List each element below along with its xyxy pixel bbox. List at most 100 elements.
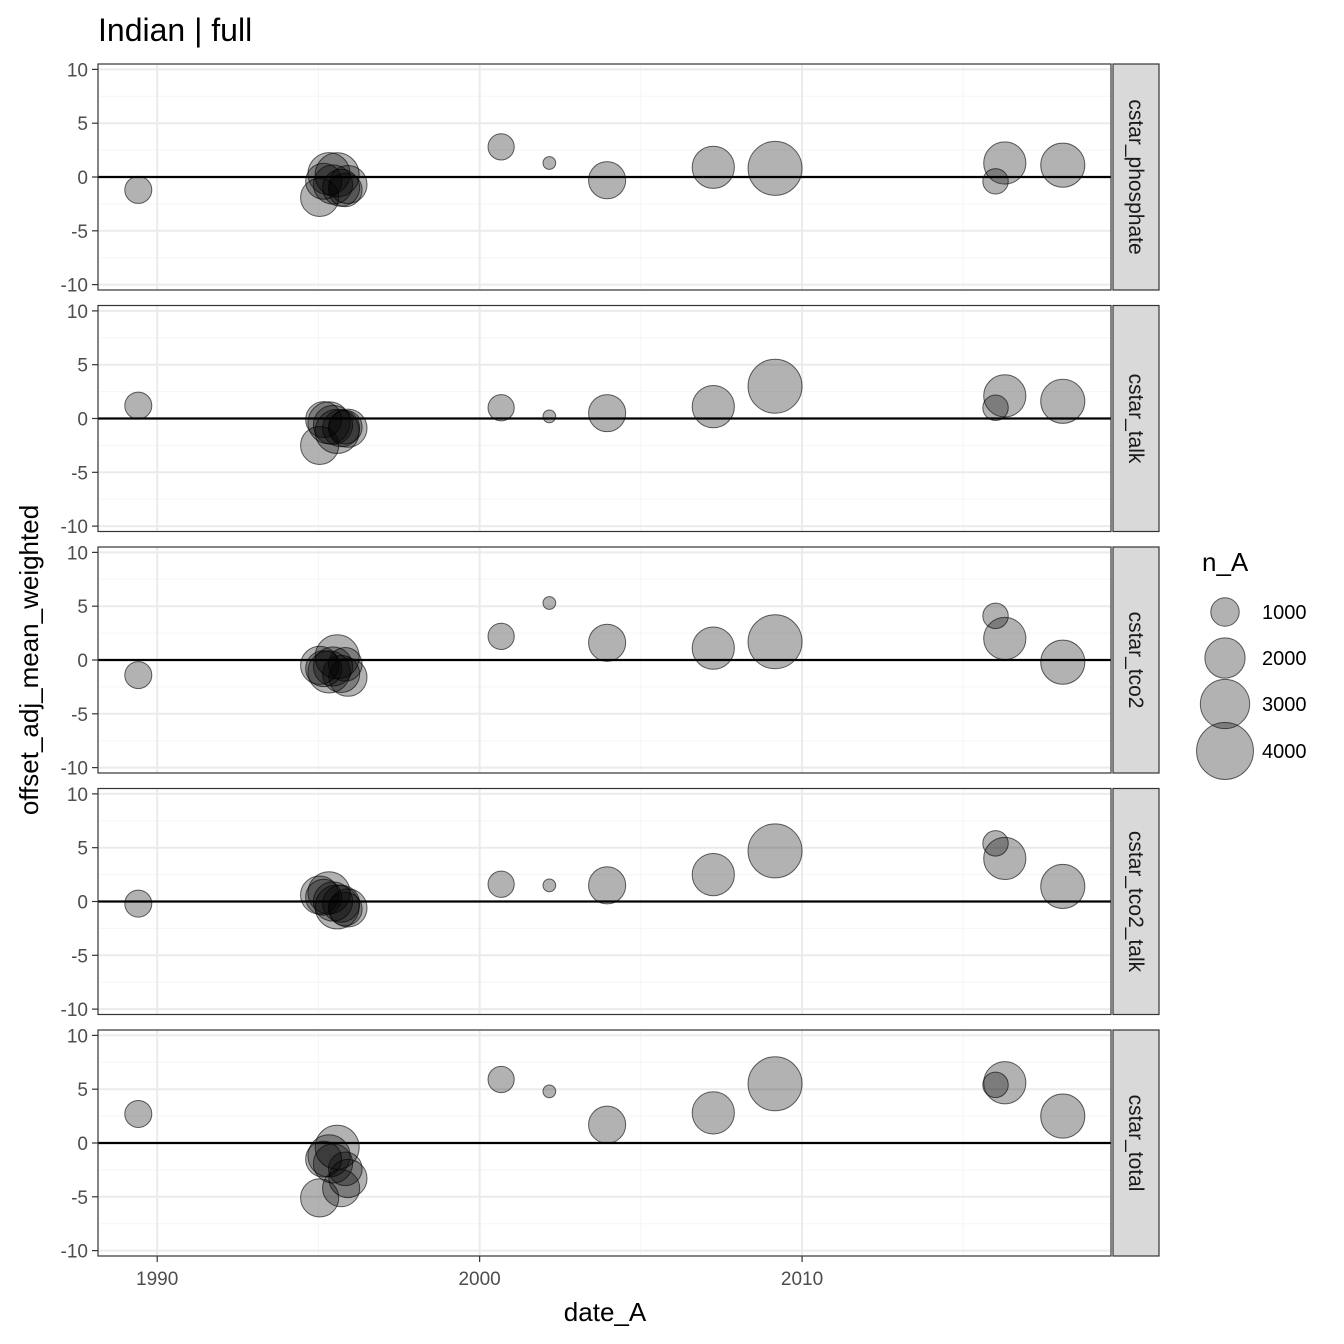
data-point	[328, 657, 368, 697]
data-point	[1040, 863, 1086, 909]
y-tick-label: -5	[71, 463, 88, 484]
data-point	[487, 622, 515, 650]
y-tick-label: -10	[61, 1242, 88, 1263]
panel-cstar_total: 10 5 0 -5 -10 cstar_total	[61, 1026, 1160, 1263]
data-point	[328, 164, 368, 205]
data-point	[588, 866, 627, 905]
y-tick-label: -5	[71, 946, 88, 967]
data-point	[327, 172, 363, 208]
facet-strip-label: cstar_total	[1124, 1095, 1147, 1192]
data-point	[983, 1061, 1027, 1105]
legend-title: n_A	[1202, 547, 1249, 577]
facet-strip	[1112, 787, 1160, 1016]
y-tick-label: 5	[77, 356, 88, 377]
data-point	[747, 614, 803, 670]
y-tick-label: 5	[77, 1080, 88, 1101]
y-tick-label: 5	[77, 114, 88, 135]
legend-key	[1196, 722, 1254, 780]
data-point	[983, 374, 1027, 418]
data-point	[588, 1105, 627, 1144]
x-tick-label: 2000	[458, 1269, 500, 1290]
legend-key	[1199, 678, 1251, 730]
legend-label: 1000	[1262, 602, 1307, 624]
x-axis-title: date_A	[564, 1297, 647, 1327]
data-point	[982, 602, 1009, 630]
y-tick-label: -10	[61, 276, 88, 297]
y-tick-label: -5	[71, 705, 88, 726]
y-tick-label: -5	[71, 1188, 88, 1209]
data-point	[691, 852, 735, 897]
data-point	[542, 156, 557, 170]
facet-strip	[1112, 546, 1160, 774]
data-point	[982, 394, 1009, 421]
data-point	[124, 175, 153, 204]
facet-strip-label: cstar_tco2	[1124, 612, 1147, 709]
data-point	[747, 823, 803, 879]
data-point	[983, 141, 1027, 185]
y-tick-label: 0	[77, 893, 88, 914]
data-point	[691, 385, 735, 429]
panel-cstar_phosphate: 10 5 0 -5 -10 cstar_phosphate	[61, 60, 1160, 297]
y-tick-label: -10	[61, 1000, 88, 1021]
panels: 10 5 0 -5 -10 cstar_phosphate 10 5 0 -5 -10 cstar_t…	[61, 60, 1160, 1263]
data-point	[542, 878, 557, 893]
y-tick-label: 10	[67, 302, 88, 323]
data-point	[124, 889, 153, 918]
legend: n_A 1000 2000 3000 4000	[1196, 547, 1307, 780]
panel-cstar_tco2: 10 5 0 -5 -10 cstar_tco2	[61, 543, 1160, 780]
facet-strip	[1112, 63, 1160, 291]
facet-strip-label: cstar_talk	[1124, 374, 1147, 464]
legend-key	[1210, 597, 1240, 627]
data-point	[307, 650, 351, 694]
y-tick-label: 10	[67, 1026, 88, 1047]
data-point	[305, 1140, 343, 1178]
data-point	[747, 358, 803, 414]
data-point	[983, 616, 1027, 661]
y-tick-label: 0	[77, 1134, 88, 1155]
y-tick-label: 10	[67, 60, 88, 81]
x-tick-label: 2010	[781, 1269, 823, 1290]
data-point	[588, 394, 627, 433]
data-point	[1040, 1093, 1086, 1139]
data-point	[124, 1099, 153, 1128]
legend-key	[1204, 637, 1246, 679]
data-point	[328, 888, 368, 928]
legend-label: 3000	[1262, 694, 1307, 716]
y-tick-label: 0	[77, 651, 88, 672]
x-axis: 1990 2000 2010	[136, 1256, 823, 1290]
data-point	[691, 145, 735, 189]
data-point	[588, 161, 627, 200]
y-axis-title: offset_adj_mean_weighted	[14, 505, 44, 815]
data-point	[328, 408, 368, 448]
data-point	[542, 596, 557, 610]
facet-strip-label: cstar_tco2_talk	[1124, 831, 1147, 973]
data-point	[747, 1056, 803, 1112]
x-tick-label: 1990	[136, 1269, 178, 1290]
panel-cstar_tco2_talk: 10 5 0 -5 -10 cstar_tco2_talk	[61, 785, 1160, 1021]
data-point	[300, 1178, 340, 1218]
data-point	[487, 394, 515, 422]
y-tick-label: 5	[77, 597, 88, 618]
data-point	[747, 140, 803, 196]
y-tick-label: 0	[77, 168, 88, 189]
legend-label: 4000	[1262, 741, 1307, 763]
data-point	[322, 654, 361, 694]
chart-title: Indian | full	[98, 12, 252, 48]
data-point	[487, 1065, 515, 1094]
facet-strip	[1112, 1029, 1160, 1257]
data-point	[314, 1124, 360, 1170]
panel-cstar_talk: 10 5 0 -5 -10 cstar_talk	[61, 302, 1160, 538]
data-point	[487, 870, 515, 898]
data-point	[487, 133, 515, 161]
data-point	[1040, 639, 1086, 685]
data-point	[982, 830, 1009, 857]
data-point	[305, 401, 343, 439]
data-point	[982, 1071, 1009, 1099]
data-point	[542, 409, 557, 424]
data-point	[328, 1158, 368, 1199]
data-point	[542, 1084, 557, 1099]
y-tick-label: -10	[61, 517, 88, 538]
data-point	[691, 626, 735, 670]
data-point	[983, 836, 1027, 881]
